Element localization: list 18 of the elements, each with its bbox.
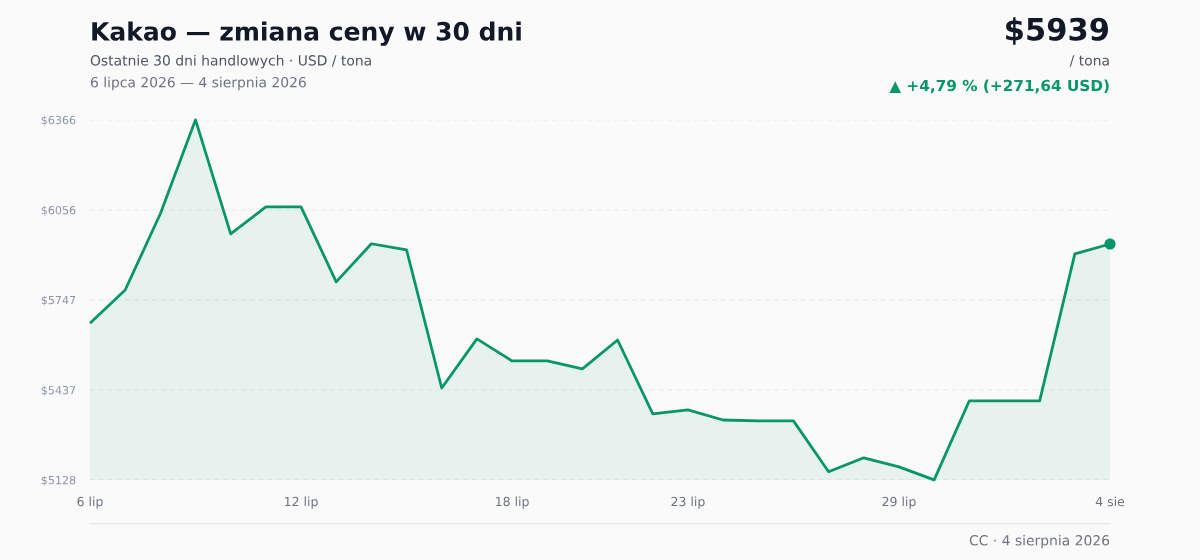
y-tick-label: $6366 <box>41 115 76 126</box>
x-tick-label: 29 lip <box>882 496 916 509</box>
y-tick-label: $6056 <box>41 205 76 216</box>
x-tick-label: 23 lip <box>671 496 705 509</box>
x-tick-label: 4 sie <box>1095 496 1125 507</box>
y-tick-label: $5128 <box>41 475 76 486</box>
y-tick-label: $5747 <box>41 295 76 306</box>
text: ▲ +4,79 % (+271,64 USD) <box>889 79 1109 94</box>
text: CC · 4 sierpnia 2026 <box>969 534 1110 549</box>
x-tick-label: 12 lip <box>285 496 318 509</box>
text: $5939 <box>1006 17 1109 45</box>
x-tick-label: 6 lip <box>77 496 103 509</box>
y-tick-label: $5437 <box>41 385 76 396</box>
text: / tona <box>1069 55 1109 67</box>
text: 6 lipca 2026 — 4 sierpnia 2026 <box>90 76 306 91</box>
x-tick-label: 18 lip <box>496 496 529 509</box>
chart-subtitle: Ostatnie 30 dni handlowych · USD / tona <box>90 54 371 69</box>
chart-title: Kakao — zmiana ceny w 30 dni <box>92 21 521 46</box>
